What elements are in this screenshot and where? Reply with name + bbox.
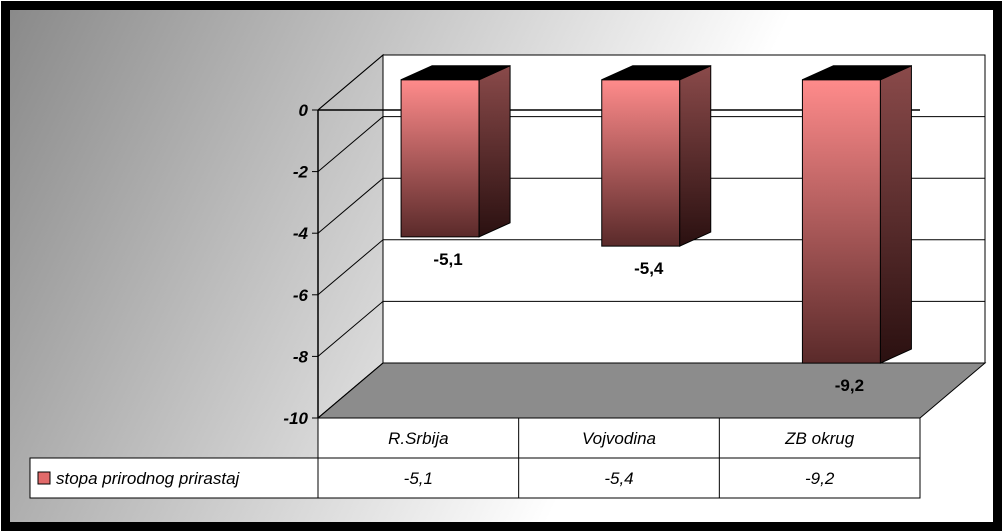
data-table: R.Srbija -5,1 Vojvodina -5,4 ZB okrug -9,2 sto… [29, 417, 921, 499]
y-axis-ticks: 0 -2 -4 -6 -8 -10 [283, 101, 318, 428]
bar-front [801, 79, 881, 364]
data-label: -9,2 [835, 376, 864, 395]
table-value: -5,1 [404, 469, 433, 488]
bar-side [879, 64, 912, 364]
bar-side [478, 64, 511, 238]
category-label: R.Srbija [388, 429, 448, 448]
side-gridline [317, 54, 384, 111]
y-tick-label: 0 [299, 101, 309, 120]
side-gridline [317, 116, 384, 172]
bars [400, 64, 912, 364]
y-tick-label: -2 [293, 163, 309, 182]
chart-floor [316, 362, 987, 419]
table-value-row [29, 457, 921, 499]
legend-series-name: stopa prirodnog prirastaj [56, 469, 241, 488]
bar [400, 64, 511, 238]
y-tick-label: -8 [293, 347, 309, 366]
side-gridline [317, 362, 384, 419]
bar-front [400, 79, 480, 238]
table-value: -5,4 [604, 469, 633, 488]
data-label: -5,4 [634, 259, 664, 278]
data-label: -5,1 [433, 250, 462, 269]
table-value: -9,2 [805, 469, 835, 488]
bar-front [601, 79, 681, 247]
category-label: ZB okrug [784, 429, 855, 448]
data-labels: -5,1 -5,4 -9,2 [433, 250, 864, 395]
y-tick-label: -10 [283, 409, 308, 428]
bar [601, 64, 712, 247]
side-gridline [317, 239, 384, 296]
bar-top [400, 65, 511, 81]
side-gridline [317, 301, 384, 357]
table-header-row [317, 417, 921, 459]
category-label: Vojvodina [582, 429, 656, 448]
legend-swatch [37, 471, 51, 485]
bar-top [802, 65, 912, 81]
bar-top [601, 65, 711, 81]
side-gridline [317, 177, 384, 234]
bar-side [679, 64, 712, 247]
y-tick-label: -4 [293, 224, 309, 243]
bar [801, 64, 912, 364]
y-tick-label: -6 [293, 286, 309, 305]
